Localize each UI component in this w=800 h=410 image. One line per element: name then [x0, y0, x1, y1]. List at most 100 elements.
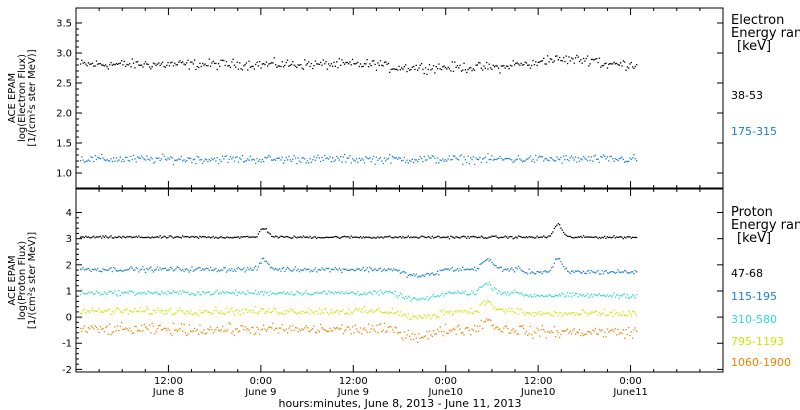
data-point	[470, 268, 472, 271]
data-point	[513, 271, 516, 273]
data-point	[410, 68, 412, 71]
data-point	[144, 271, 147, 274]
data-point	[89, 269, 91, 271]
data-point	[415, 159, 417, 161]
data-point	[294, 65, 297, 67]
data-point	[243, 312, 245, 314]
data-point	[434, 314, 436, 316]
data-point	[610, 296, 612, 298]
data-point	[255, 63, 257, 66]
data-point	[508, 294, 510, 296]
data-point	[253, 236, 255, 238]
data-point	[362, 236, 364, 238]
data-point	[428, 157, 431, 159]
data-point	[109, 308, 111, 310]
data-point	[361, 158, 363, 160]
data-point	[439, 68, 441, 70]
data-point	[272, 322, 274, 324]
data-point	[301, 294, 303, 296]
data-point	[566, 292, 569, 294]
data-point	[566, 235, 569, 237]
data-point	[629, 157, 631, 159]
data-point	[224, 155, 226, 158]
data-point	[629, 63, 631, 65]
data-point	[444, 293, 447, 295]
data-point	[475, 311, 477, 313]
data-point	[126, 63, 128, 66]
data-point	[348, 157, 350, 159]
data-point	[174, 329, 176, 332]
data-point	[508, 270, 510, 272]
data-point	[126, 236, 128, 238]
data-point	[609, 311, 611, 313]
data-point	[321, 292, 323, 294]
data-point	[455, 292, 457, 295]
data-point	[592, 296, 594, 298]
data-point	[398, 295, 400, 297]
data-point	[249, 66, 251, 68]
data-point	[556, 295, 558, 297]
data-point	[478, 159, 480, 161]
data-point	[322, 237, 324, 239]
data-point	[261, 228, 263, 230]
data-point	[140, 311, 143, 313]
data-point	[446, 311, 448, 313]
data-point	[138, 64, 140, 66]
data-point	[212, 159, 214, 161]
data-point	[275, 64, 277, 66]
data-point	[547, 331, 549, 333]
data-point	[158, 157, 160, 159]
data-point	[342, 292, 344, 295]
data-point	[105, 269, 107, 271]
data-point	[82, 236, 84, 238]
data-point	[285, 268, 287, 271]
data-point	[257, 233, 259, 235]
data-point	[215, 306, 217, 308]
data-point	[180, 310, 182, 312]
y-tick-label: -1	[62, 339, 72, 350]
data-point	[204, 158, 206, 160]
data-point	[273, 269, 275, 271]
data-point	[442, 158, 444, 160]
data-point	[531, 64, 533, 67]
data-point	[139, 306, 141, 308]
data-point	[439, 326, 441, 328]
data-point	[260, 161, 262, 163]
data-point	[370, 268, 372, 270]
data-point	[560, 260, 562, 263]
data-point	[237, 331, 240, 333]
data-point	[503, 310, 505, 312]
data-point	[434, 296, 436, 298]
data-point	[515, 62, 517, 64]
data-point	[143, 237, 145, 239]
data-point	[313, 156, 315, 158]
data-point	[536, 159, 538, 161]
data-point	[423, 236, 425, 238]
data-point	[537, 312, 539, 314]
data-point	[551, 58, 553, 61]
data-point	[373, 269, 375, 271]
data-point	[387, 267, 390, 270]
data-point	[290, 270, 293, 272]
data-point	[598, 57, 601, 59]
data-point	[224, 292, 226, 295]
data-point	[552, 315, 554, 317]
data-point	[386, 63, 388, 65]
data-point	[312, 293, 314, 296]
data-point	[83, 61, 86, 64]
data-point	[624, 61, 626, 63]
data-point	[324, 63, 326, 65]
data-point	[195, 268, 197, 270]
data-point	[187, 157, 189, 159]
data-point	[101, 328, 103, 331]
data-point	[232, 311, 234, 313]
data-point	[253, 293, 255, 295]
data-point	[134, 158, 136, 160]
data-point	[435, 273, 437, 275]
data-point	[365, 236, 367, 238]
data-point	[289, 159, 291, 161]
data-point	[492, 307, 494, 309]
data-point	[216, 68, 218, 71]
data-point	[421, 235, 423, 237]
data-point	[168, 309, 171, 311]
